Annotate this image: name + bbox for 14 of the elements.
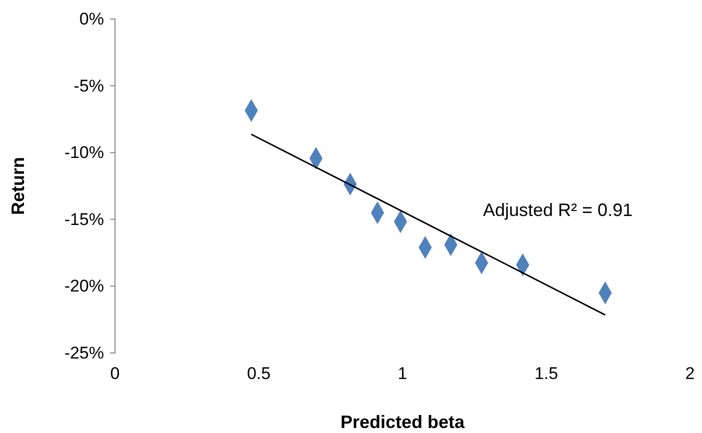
x-tick-label: 2 xyxy=(685,364,695,384)
y-tick-label: -15% xyxy=(64,210,104,229)
y-axis-title: Return xyxy=(8,157,28,215)
annotation: Adjusted R² = 0.91 xyxy=(483,200,633,220)
y-tick-label: -25% xyxy=(64,343,104,362)
x-tick-label: 0 xyxy=(110,364,120,384)
y-tick-label: -20% xyxy=(64,276,104,296)
x-tick-label: 1.5 xyxy=(534,364,558,384)
x-tick-label: 0.5 xyxy=(246,364,271,384)
y-tick-label: -5% xyxy=(74,76,104,96)
y-tick-label: -10% xyxy=(64,143,104,162)
x-axis-title: Predicted beta xyxy=(340,412,466,432)
x-tick-label: 1 xyxy=(398,364,408,384)
y-tick-label: 0% xyxy=(79,9,104,28)
